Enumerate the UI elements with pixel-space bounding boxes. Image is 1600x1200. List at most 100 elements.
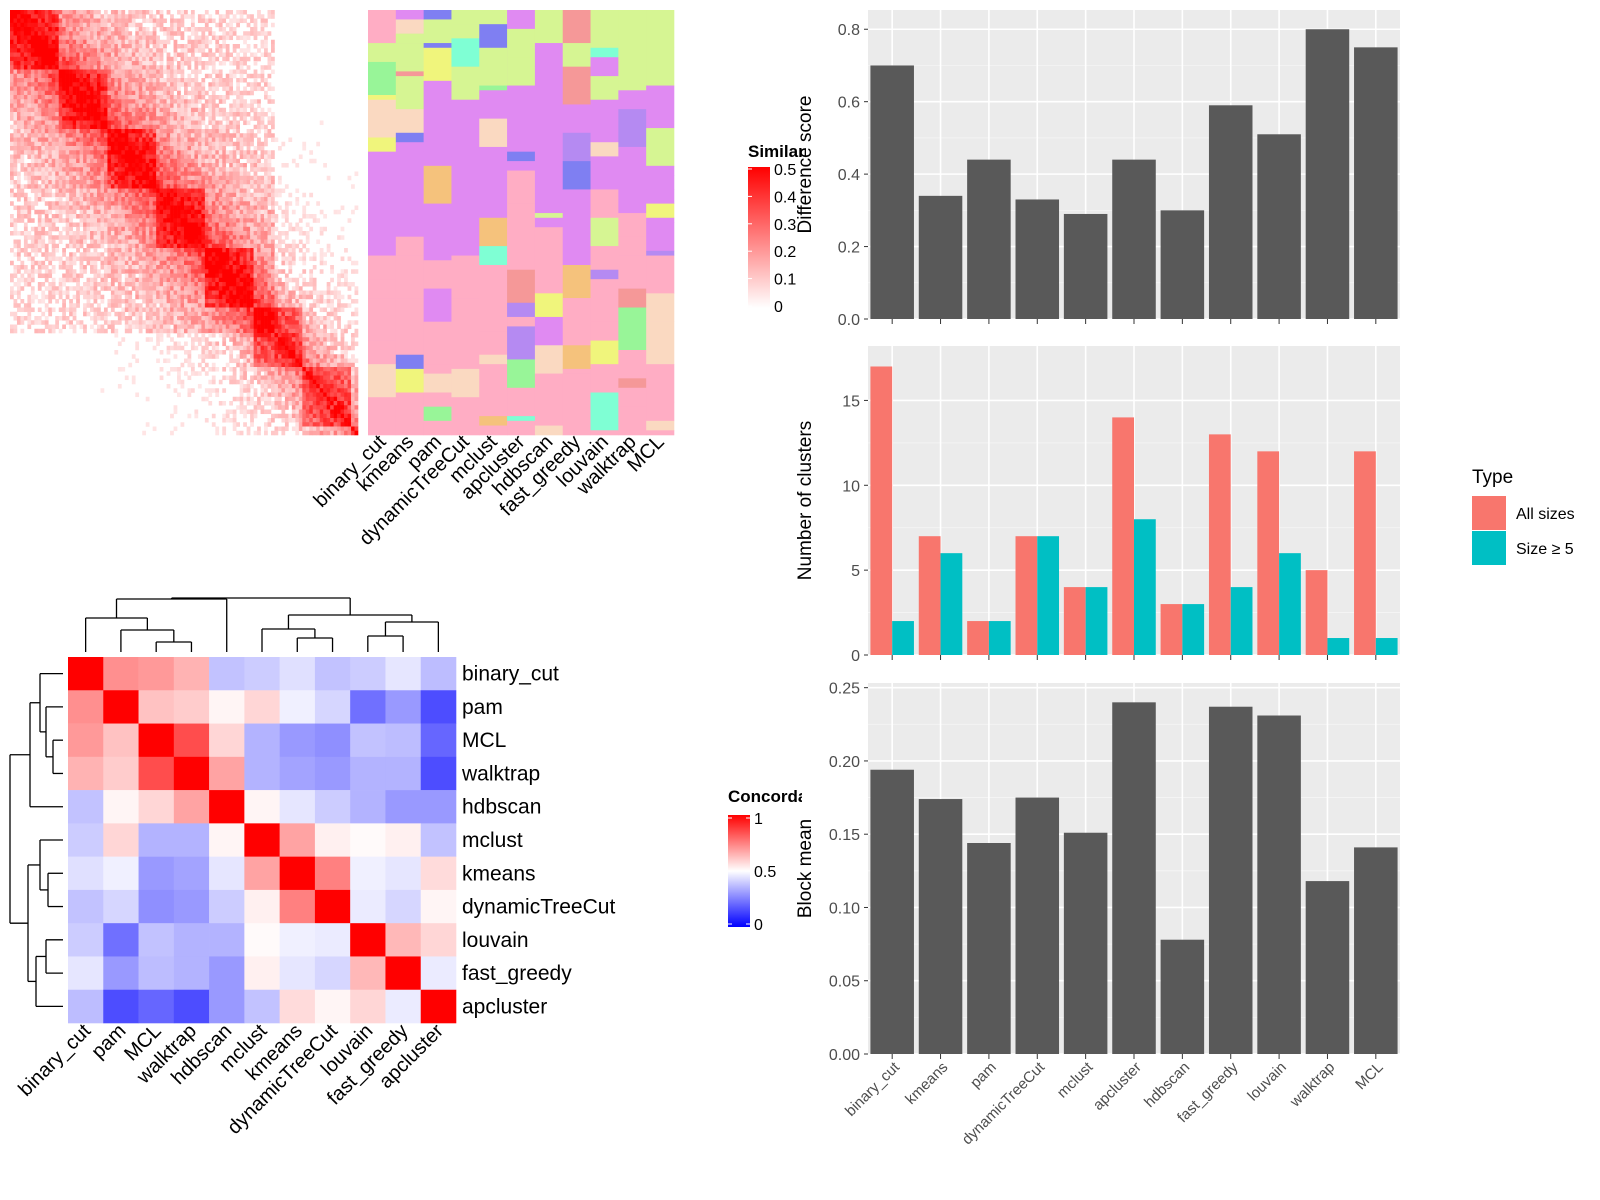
similarity-cell xyxy=(239,69,244,75)
similarity-cell xyxy=(30,124,35,130)
similarity-cell xyxy=(83,18,87,24)
similarity-cell xyxy=(110,22,115,28)
similarity-cell xyxy=(149,239,153,245)
similarity-cell xyxy=(107,256,112,262)
similarity-cell xyxy=(184,214,188,219)
similarity-cell xyxy=(86,69,91,75)
similarity-cell xyxy=(121,61,126,66)
similarity-cell xyxy=(135,260,140,266)
similarity-cell xyxy=(100,56,105,62)
similarity-cell xyxy=(69,277,73,283)
similarity-cell xyxy=(180,252,185,257)
similarity-cell xyxy=(13,316,18,321)
similarity-cell xyxy=(76,65,80,70)
similarity-cell xyxy=(20,65,25,70)
similarity-cell xyxy=(72,231,77,236)
similarity-cell xyxy=(72,129,77,134)
similarity-cell xyxy=(97,82,101,87)
similarity-cell xyxy=(83,95,87,100)
similarity-cell xyxy=(110,27,115,32)
similarity-cell xyxy=(250,90,254,96)
similarity-cell xyxy=(225,14,230,19)
similarity-cell xyxy=(97,324,101,330)
similarity-cell xyxy=(225,124,230,130)
similarity-cell xyxy=(48,90,53,96)
similarity-cell xyxy=(97,282,101,287)
similarity-cell xyxy=(69,39,73,45)
similarity-cell xyxy=(107,158,112,164)
similarity-cell xyxy=(253,124,258,130)
similarity-cell xyxy=(204,99,209,104)
similarity-cell xyxy=(86,35,91,41)
similarity-cell xyxy=(260,22,265,28)
similarity-cell xyxy=(27,197,32,202)
similarity-cell xyxy=(86,120,91,126)
similarity-cell xyxy=(145,218,150,223)
similarity-cell xyxy=(225,209,230,215)
similarity-cell xyxy=(236,184,240,189)
similarity-cell xyxy=(121,316,126,321)
similarity-cell xyxy=(86,282,91,287)
similarity-cell xyxy=(149,299,153,304)
similarity-cell xyxy=(48,112,53,117)
similarity-cell xyxy=(152,124,157,130)
similarity-cell xyxy=(65,86,70,92)
similarity-cell xyxy=(142,120,147,126)
similarity-cell xyxy=(246,260,251,266)
similarity-cell xyxy=(37,112,42,117)
similarity-cell xyxy=(72,150,77,155)
similarity-cell xyxy=(173,175,178,181)
similarity-cell xyxy=(246,180,251,185)
similarity-cell xyxy=(243,324,247,330)
similarity-cell xyxy=(55,146,60,151)
similarity-cell xyxy=(194,116,199,121)
similarity-cell xyxy=(246,120,251,126)
similarity-cell xyxy=(159,294,164,300)
similarity-cell xyxy=(107,112,112,117)
similarity-cell xyxy=(180,158,185,164)
similarity-cell xyxy=(184,192,188,198)
similarity-cell xyxy=(142,205,147,211)
similarity-cell xyxy=(159,201,164,206)
similarity-cell xyxy=(65,103,70,109)
similarity-cell xyxy=(166,116,171,121)
similarity-cell xyxy=(55,201,60,206)
similarity-cell xyxy=(114,205,119,211)
similarity-cell xyxy=(173,252,178,257)
similarity-cell xyxy=(222,112,227,117)
similarity-cell xyxy=(239,137,244,143)
similarity-cell xyxy=(79,180,84,185)
similarity-cell xyxy=(117,235,122,240)
similarity-cell xyxy=(48,209,53,215)
similarity-cell xyxy=(229,226,234,232)
similarity-cell xyxy=(253,163,258,168)
similarity-cell xyxy=(152,52,157,58)
similarity-cell xyxy=(267,248,272,253)
similarity-cell xyxy=(44,103,49,109)
similarity-cell xyxy=(204,209,209,215)
similarity-cell xyxy=(156,214,160,219)
similarity-cell xyxy=(110,320,115,325)
similarity-cell xyxy=(149,31,153,36)
similarity-cell xyxy=(27,107,32,113)
similarity-cell xyxy=(107,171,112,177)
similarity-cell xyxy=(44,112,49,117)
similarity-cell xyxy=(166,112,171,117)
similarity-cell xyxy=(163,39,167,45)
similarity-cell xyxy=(177,243,181,249)
similarity-cell xyxy=(10,107,14,113)
similarity-cell xyxy=(62,180,66,185)
similarity-cell xyxy=(107,22,112,28)
similarity-cell xyxy=(23,65,28,70)
similarity-cell xyxy=(65,61,70,66)
similarity-cell xyxy=(222,303,227,308)
similarity-cell xyxy=(69,311,73,317)
similarity-cell xyxy=(114,303,119,308)
similarity-cell xyxy=(110,107,115,113)
similarity-cell xyxy=(253,324,258,330)
similarity-cell xyxy=(201,78,206,83)
similarity-cell xyxy=(239,222,244,228)
similarity-cell xyxy=(10,112,14,117)
similarity-cell xyxy=(10,324,14,330)
similarity-cell xyxy=(253,299,258,304)
